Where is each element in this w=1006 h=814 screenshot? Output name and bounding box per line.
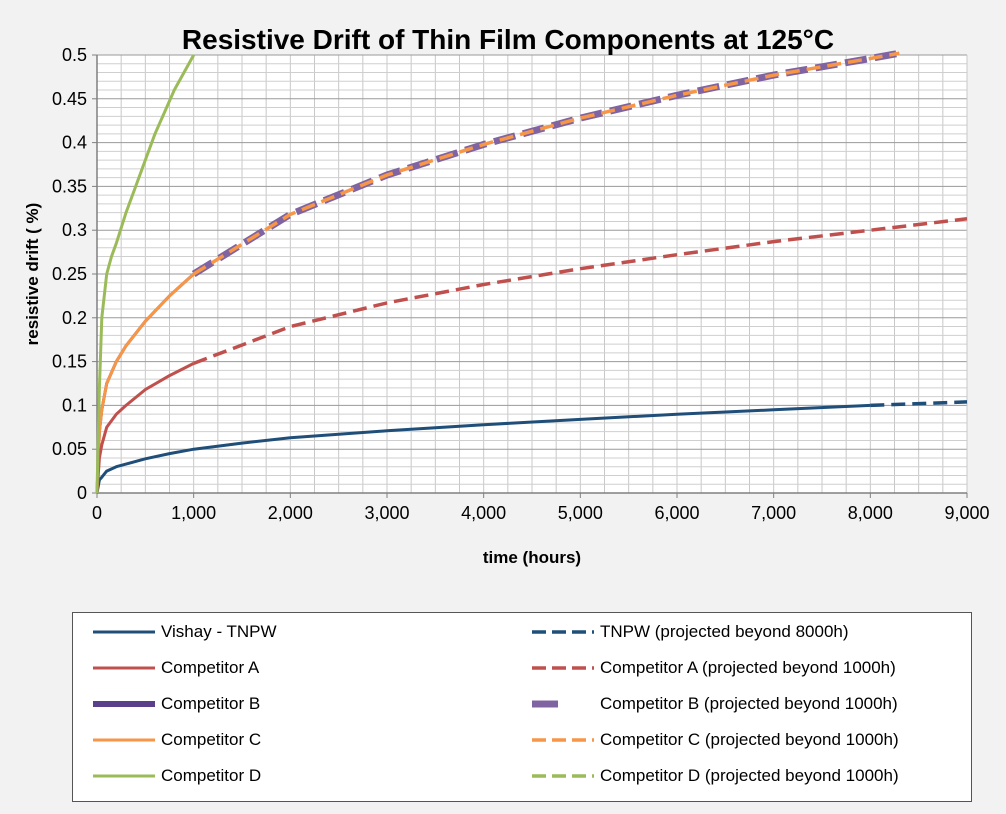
series-line-tnpw-projected-beyond-8000h xyxy=(870,400,968,408)
x-tick-label: 3,000 xyxy=(364,503,409,523)
legend-swatch xyxy=(93,666,155,670)
x-tick-label: 0 xyxy=(92,503,102,523)
series-line-competitor-c xyxy=(95,272,195,494)
y-axis-title: resistive drift ( %) xyxy=(23,203,42,346)
x-axis-title: time (hours) xyxy=(483,548,581,567)
y-tick-label: 0.4 xyxy=(62,133,87,153)
legend-label: Competitor D (projected beyond 1000h) xyxy=(600,766,899,785)
legend-swatch xyxy=(532,774,594,778)
legend-label: Competitor B xyxy=(161,694,261,713)
x-tick-label: 5,000 xyxy=(558,503,603,523)
legend-swatch xyxy=(93,701,155,707)
legend-label: Competitor B (projected beyond 1000h) xyxy=(600,694,898,713)
x-tick-label: 8,000 xyxy=(848,503,893,523)
y-tick-label: 0.05 xyxy=(52,439,87,459)
y-tick-label: 0.3 xyxy=(62,220,87,240)
legend-label: Competitor A xyxy=(161,658,260,677)
y-tick-label: 0 xyxy=(77,483,87,503)
legend-swatch xyxy=(532,700,594,708)
x-tick-label: 1,000 xyxy=(171,503,216,523)
series-lines xyxy=(95,49,968,494)
y-tick-label: 0.35 xyxy=(52,176,87,196)
legend-entry-competitor-c: Competitor C xyxy=(89,729,261,751)
series-line-competitor-c-projected-beyond-1000h xyxy=(192,51,900,276)
x-tick-label: 2,000 xyxy=(268,503,313,523)
legend-swatch xyxy=(532,666,594,670)
y-tick-label: 0.25 xyxy=(52,264,87,284)
y-tick-label: 0.2 xyxy=(62,308,87,328)
series-line-competitor-d xyxy=(95,54,196,494)
chart-title: Resistive Drift of Thin Film Components … xyxy=(182,24,834,55)
legend-label: Vishay - TNPW xyxy=(161,622,277,641)
x-tick-label: 7,000 xyxy=(751,503,796,523)
legend-label: Competitor A (projected beyond 1000h) xyxy=(600,658,896,677)
legend-entry-competitor-a: Competitor A xyxy=(89,657,259,679)
legend-swatch xyxy=(93,774,155,778)
legend-entry-competitor-d-projected-beyond-1000h: Competitor D (projected beyond 1000h) xyxy=(528,765,899,787)
y-tick-label: 0.45 xyxy=(52,89,87,109)
legend-label: Competitor C (projected beyond 1000h) xyxy=(600,730,899,749)
series-line-competitor-a xyxy=(95,362,195,494)
legend-entry-competitor-c-projected-beyond-1000h: Competitor C (projected beyond 1000h) xyxy=(528,729,899,751)
x-tick-label: 4,000 xyxy=(461,503,506,523)
legend-label: TNPW (projected beyond 8000h) xyxy=(600,622,849,641)
legend-label: Competitor D xyxy=(161,766,262,785)
x-tick-label: 6,000 xyxy=(654,503,699,523)
series-line-vishay-tnpw xyxy=(95,403,871,494)
legend-swatch xyxy=(532,630,594,634)
legend: Vishay - TNPW TNPW (projected beyond 8000… xyxy=(72,612,972,802)
legend-swatch xyxy=(93,738,155,742)
legend-entry-competitor-b: Competitor B xyxy=(89,693,260,715)
tick-labels: 0 1,000 2,000 3,000 4,000 5,000 6,000 7,000 8,00… xyxy=(52,45,990,523)
legend-entry-competitor-b-projected-beyond-1000h: Competitor B (projected beyond 1000h) xyxy=(528,693,898,715)
x-tick-label: 9,000 xyxy=(944,503,989,523)
legend-entry-competitor-d: Competitor D xyxy=(89,765,261,787)
legend-entry-competitor-a-projected-beyond-1000h: Competitor A (projected beyond 1000h) xyxy=(528,657,896,679)
series-line-competitor-a-projected-beyond-1000h xyxy=(193,217,968,366)
legend-entry-tnpw-projected-beyond-8000h: TNPW (projected beyond 8000h) xyxy=(528,621,849,643)
axes xyxy=(92,54,968,498)
legend-swatch xyxy=(93,630,155,634)
legend-swatch xyxy=(532,738,594,742)
legend-entry-vishay-tnpw: Vishay - TNPW xyxy=(89,621,277,643)
y-tick-label: 0.15 xyxy=(52,352,87,372)
y-tick-label: 0.1 xyxy=(62,395,87,415)
y-tick-label: 0.5 xyxy=(62,45,87,65)
legend-label: Competitor C xyxy=(161,730,262,749)
